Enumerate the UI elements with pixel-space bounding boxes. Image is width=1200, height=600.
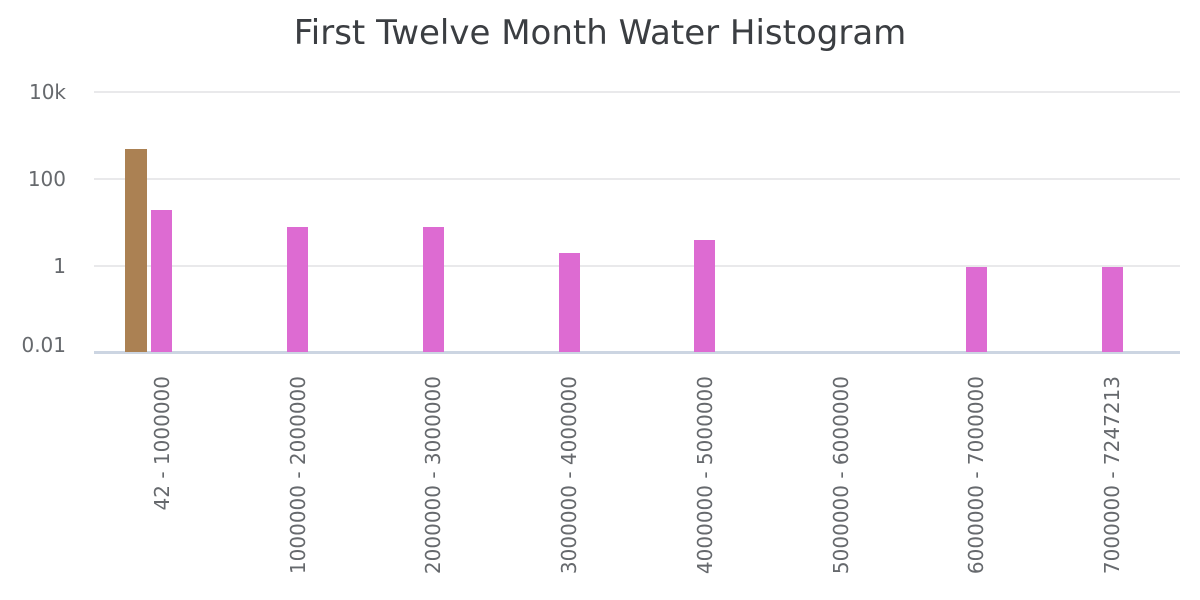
x-axis-tick-label: 1000000 - 2000000 <box>285 376 310 575</box>
x-axis-tick-label: 7000000 - 7247213 <box>1100 376 1125 575</box>
x-axis-tick-label: 3000000 - 4000000 <box>557 376 582 575</box>
bar-series-2 <box>422 227 444 352</box>
y-axis-tick-label: 1 <box>53 254 66 278</box>
bar-series-2 <box>694 240 716 352</box>
bar-series-2 <box>151 209 173 352</box>
gridline <box>94 178 1180 180</box>
x-axis-tick-label: 6000000 - 7000000 <box>964 376 989 575</box>
x-axis-tick-label: 4000000 - 5000000 <box>692 376 717 575</box>
gridline <box>94 265 1180 267</box>
bar-series-2 <box>287 227 309 352</box>
y-axis-tick-label: 100 <box>27 167 66 191</box>
y-axis-tick-label: 10k <box>28 80 66 104</box>
chart-title: First Twelve Month Water Histogram <box>293 13 907 53</box>
x-axis-tick-label: 5000000 - 6000000 <box>828 376 853 575</box>
gridline <box>94 91 1180 93</box>
x-axis-tick-label: 42 - 1000000 <box>149 376 174 511</box>
bar-series-2 <box>1101 266 1123 352</box>
x-axis-line <box>94 351 1180 354</box>
bar-series-2 <box>965 266 987 352</box>
y-axis-tick-label: 0.01 <box>21 333 66 357</box>
bar-series-1 <box>125 149 148 352</box>
bar-series-2 <box>558 253 580 352</box>
x-axis-tick-label: 2000000 - 3000000 <box>421 376 446 575</box>
